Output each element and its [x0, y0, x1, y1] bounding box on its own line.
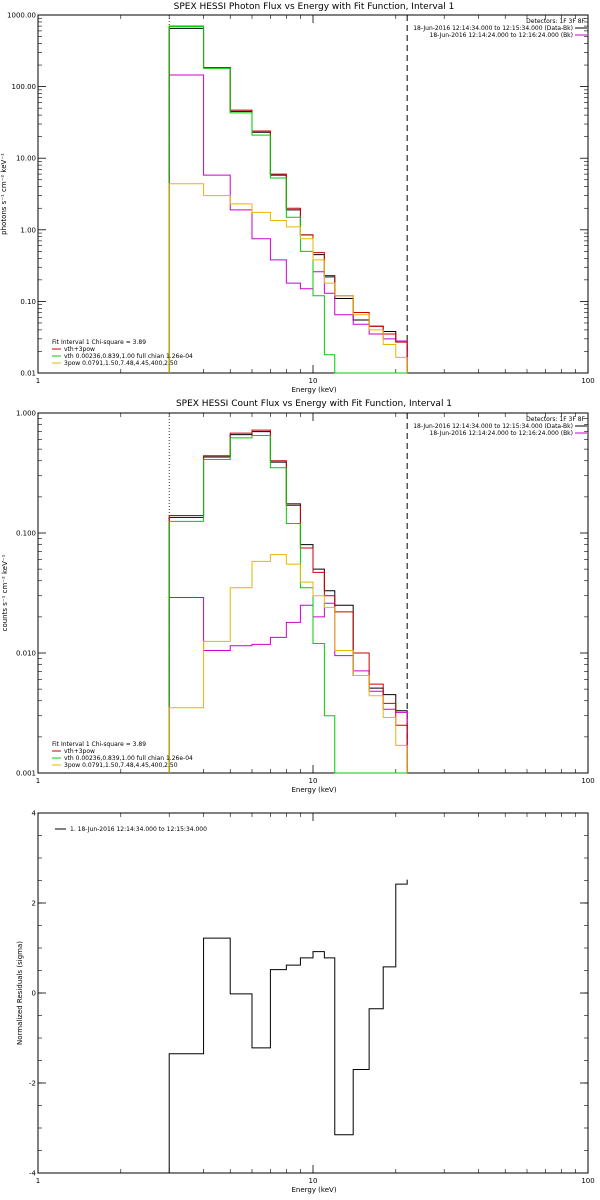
- series-line-0: [168, 27, 408, 373]
- y-tick-label: 0.10: [20, 298, 36, 306]
- plot-frame: [37, 812, 589, 1174]
- fit-legend-item: vth+3pow: [64, 346, 95, 353]
- chart-title: SPEX HESSI Count Flux vs Energy with Fit…: [176, 399, 452, 409]
- y-tick-label: 4: [32, 810, 37, 818]
- x-axis-label: Energy (keV): [291, 386, 336, 394]
- x-tick-label: 10: [309, 377, 318, 385]
- fit-legend-item: vth 0.00236,0.839,1.00 full chian 1.26e-…: [64, 353, 193, 360]
- y-tick-label: 1.000: [16, 410, 36, 418]
- y-tick-label: 2: [32, 900, 36, 908]
- y-tick-label: 100.00: [12, 83, 37, 91]
- chart-title: SPEX HESSI Photon Flux vs Energy with Fi…: [174, 2, 455, 12]
- y-tick-label: 0: [32, 990, 36, 998]
- fit-legend-header: Fit Interval 1 Chi-square = 3.89: [52, 741, 146, 748]
- series-group: [168, 429, 408, 774]
- x-axis-label: Energy (keV): [291, 786, 336, 794]
- y-tick-label: 0.010: [16, 650, 36, 658]
- y-tick-label: 1000.00: [7, 12, 36, 20]
- x-tick-label: 100: [581, 1177, 594, 1185]
- y-tick-label: 0.01: [20, 370, 36, 378]
- x-tick-label: 1: [36, 1177, 40, 1185]
- series-line-2: [168, 429, 408, 773]
- y-axis-label: photons s⁻¹ cm⁻² keV⁻¹: [0, 153, 8, 235]
- panel-residuals: 1 10 100 -4 -2 0 2 4 Energy (keV) Normalized Re…: [16, 810, 595, 1195]
- series-line-0: [168, 431, 408, 773]
- series-group: [168, 879, 408, 1173]
- detector-legend: Detectors: 1F 3F 8F 18-Jun-2016 12:14:34…: [413, 416, 587, 437]
- x-tick-label: 10: [309, 777, 318, 785]
- x-tick-label: 100: [581, 777, 594, 785]
- panel-count-flux: SPEX HESSI Count Flux vs Energy with Fit…: [1, 399, 595, 794]
- x-tick-label: 100: [581, 377, 594, 385]
- series-line-2: [168, 25, 408, 373]
- fit-legend-header: Fit Interval 1 Chi-square = 3.89: [52, 339, 146, 346]
- fit-legend-item: vth+3pow: [64, 748, 95, 755]
- y-tick-label: 0.100: [16, 530, 36, 538]
- residual-legend: 1. 18-Jun-2016 12:14:34.000 to 12:15:34.…: [55, 826, 207, 833]
- detectors-text: Detectors: 1F 3F 8F: [526, 416, 585, 423]
- fit-legend-item: 3pow 0.0791,1.50,7.48,4.45,400,2.50: [64, 360, 178, 367]
- x-tick-label: 1: [36, 777, 40, 785]
- series-line-4: [168, 183, 408, 373]
- y-tick-label: 1.00: [20, 226, 36, 234]
- series-line-1: [168, 74, 408, 373]
- fit-legend: Fit Interval 1 Chi-square = 3.89 vth+3po…: [52, 339, 193, 367]
- x-tick-label: 1: [36, 377, 40, 385]
- series-line-3: [168, 434, 408, 774]
- series-line-1: [168, 597, 408, 773]
- series-line-0: [168, 879, 408, 1173]
- y-tick-label: 10.00: [16, 155, 36, 163]
- background-interval-text: 18-Jun-2016 12:14:24.000 to 12:16:24.000…: [430, 430, 573, 437]
- residual-legend-text: 1. 18-Jun-2016 12:14:34.000 to 12:15:34.…: [70, 826, 207, 833]
- data-interval-text: 18-Jun-2016 12:14:34.000 to 12:15:34.000…: [413, 25, 573, 32]
- fit-legend: Fit Interval 1 Chi-square = 3.89 vth+3po…: [52, 741, 193, 769]
- series-line-3: [168, 26, 408, 374]
- detector-legend: Detectors: 1F 3F 8F 18-Jun-2016 12:14:34…: [413, 18, 587, 39]
- y-tick-label: 0.001: [16, 770, 36, 778]
- axes: 1 10 100 0.01 0.10 1.00 10.00 100.00 1000.00: [7, 12, 595, 386]
- y-tick-label: -4: [29, 1170, 37, 1178]
- series-line-4: [168, 554, 408, 773]
- detectors-text: Detectors: 1F 3F 8F: [526, 18, 585, 25]
- x-axis-label: Energy (keV): [291, 1186, 336, 1194]
- fit-legend-item: 3pow 0.0791,1.50,7.48,4.45,400,2.50: [64, 762, 178, 769]
- fit-legend-item: vth 0.00236,0.839,1.00 full chian 1.26e-…: [64, 755, 193, 762]
- data-interval-text: 18-Jun-2016 12:14:34.000 to 12:15:34.000…: [413, 423, 573, 430]
- axes: 1 10 100 0.001 0.010 0.100 1.000: [16, 410, 595, 786]
- plot-frame: [37, 14, 589, 374]
- x-tick-label: 10: [309, 1177, 318, 1185]
- y-axis-label: Normalized Residuals (sigma): [16, 941, 24, 1045]
- y-axis-label: counts s⁻¹ cm⁻² keV⁻¹: [1, 554, 9, 631]
- background-interval-text: 18-Jun-2016 12:14:24.000 to 12:16:24.000…: [430, 32, 573, 39]
- panel-photon-flux: SPEX HESSI Photon Flux vs Energy with Fi…: [0, 2, 595, 394]
- axes: 1 10 100 -4 -2 0 2 4: [29, 810, 595, 1186]
- series-group: [168, 25, 408, 374]
- y-tick-label: -2: [29, 1080, 36, 1088]
